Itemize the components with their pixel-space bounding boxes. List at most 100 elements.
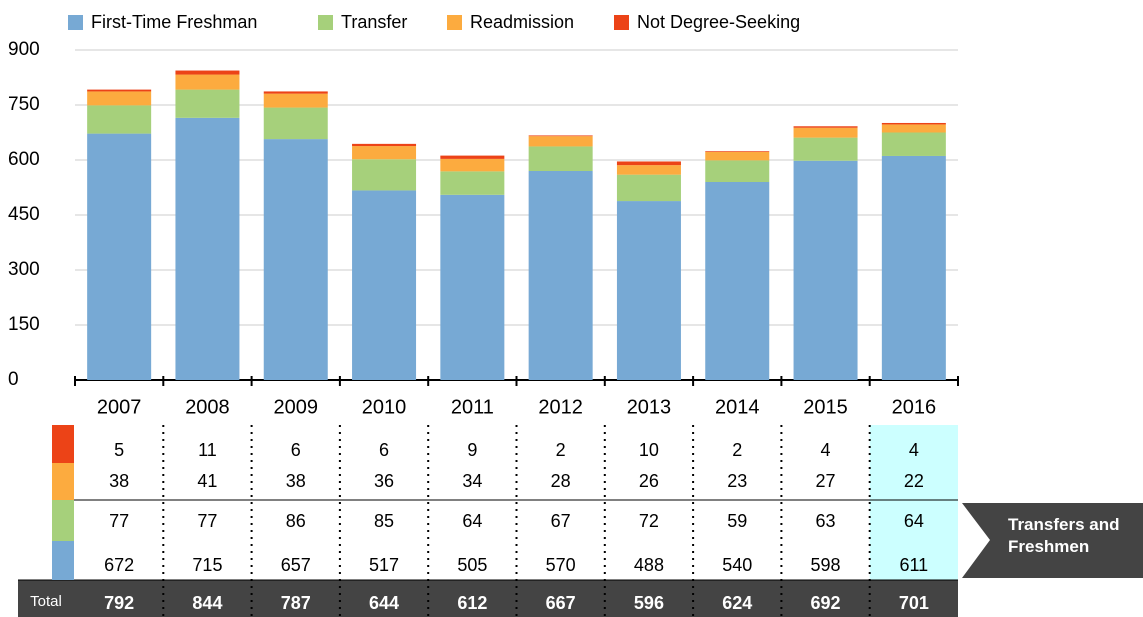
table-value: 26 xyxy=(639,471,659,491)
x-tick-label: 2010 xyxy=(362,396,407,418)
table-value: 77 xyxy=(197,511,217,531)
bar-segment xyxy=(263,107,328,140)
bar-segment xyxy=(881,124,946,133)
legend-swatch xyxy=(68,15,83,30)
bar-segment xyxy=(705,182,770,380)
table-swatch xyxy=(52,541,74,580)
total-value: 612 xyxy=(457,593,487,613)
table-value: 63 xyxy=(816,511,836,531)
y-tick-label: 600 xyxy=(8,149,40,170)
bar-segment xyxy=(528,171,593,380)
bar-segment xyxy=(175,117,240,380)
legend-swatch xyxy=(614,15,629,30)
bar-segment xyxy=(175,70,240,75)
bar-segment xyxy=(705,160,770,182)
bar-segment xyxy=(175,74,240,90)
y-tick-label: 750 xyxy=(8,94,40,115)
y-tick-label: 900 xyxy=(8,39,40,60)
highlight-column xyxy=(869,425,958,580)
bar-segment xyxy=(263,91,328,94)
table-value: 38 xyxy=(286,471,306,491)
bar-segment xyxy=(793,137,858,161)
table-value: 23 xyxy=(727,471,747,491)
table-value: 64 xyxy=(462,511,482,531)
table-value: 6 xyxy=(379,440,389,460)
bar-segment xyxy=(793,127,858,138)
table-value: 598 xyxy=(811,555,841,575)
total-value: 701 xyxy=(899,593,929,613)
table-value: 67 xyxy=(551,511,571,531)
table-value: 86 xyxy=(286,511,306,531)
total-value: 667 xyxy=(546,593,576,613)
x-tick-label: 2013 xyxy=(627,396,672,418)
legend-label: Readmission xyxy=(470,12,574,32)
table-value: 6 xyxy=(291,440,301,460)
legend-swatch xyxy=(318,15,333,30)
table-value: 72 xyxy=(639,511,659,531)
total-value: 644 xyxy=(369,593,399,613)
x-tick-label: 2014 xyxy=(715,396,760,418)
table-value: 517 xyxy=(369,555,399,575)
legend-label: Not Degree-Seeking xyxy=(637,12,800,32)
bar-segment xyxy=(87,105,152,134)
bar-segment xyxy=(705,151,770,161)
table-value: 570 xyxy=(546,555,576,575)
total-value: 844 xyxy=(192,593,222,613)
bar-segment xyxy=(881,132,946,156)
table-value: 9 xyxy=(467,440,477,460)
bar-segment xyxy=(528,136,593,147)
table-value: 38 xyxy=(109,471,129,491)
table-value: 11 xyxy=(198,440,217,460)
legend-label: First-Time Freshman xyxy=(91,12,257,32)
table-value: 34 xyxy=(462,471,482,491)
bar-segment xyxy=(440,171,505,195)
x-tick-label: 2011 xyxy=(451,396,494,418)
table-value: 28 xyxy=(551,471,571,491)
bar-segment xyxy=(175,89,240,118)
table-value: 657 xyxy=(281,555,311,575)
bar-segment xyxy=(440,158,505,172)
bar-segment xyxy=(440,194,505,380)
table-value: 488 xyxy=(634,555,664,575)
bar-segment xyxy=(793,126,858,128)
table-swatch xyxy=(52,425,74,463)
legend-label: Transfer xyxy=(341,12,407,32)
total-row xyxy=(18,580,958,617)
total-value: 624 xyxy=(722,593,752,613)
bar-segment xyxy=(528,135,593,137)
x-tick-label: 2009 xyxy=(274,396,319,418)
table-value: 27 xyxy=(816,471,836,491)
table-value: 22 xyxy=(904,471,924,491)
table-value: 4 xyxy=(821,440,831,460)
table-value: 611 xyxy=(899,555,928,575)
total-value: 787 xyxy=(281,593,311,613)
total-value: 596 xyxy=(634,593,664,613)
table-value: 505 xyxy=(457,555,487,575)
x-tick-label: 2015 xyxy=(803,396,848,418)
bar-segment xyxy=(263,93,328,108)
bar-segment xyxy=(87,89,152,92)
callout-arrow xyxy=(962,503,1143,578)
total-label: Total xyxy=(30,593,62,610)
x-tick-label: 2007 xyxy=(97,396,142,418)
table-value: 540 xyxy=(722,555,752,575)
bar-segment xyxy=(528,146,593,171)
bar-segment xyxy=(705,151,770,152)
y-tick-label: 300 xyxy=(8,259,40,280)
bar-segment xyxy=(440,155,505,159)
table-value: 2 xyxy=(556,440,566,460)
callout-text: Transfers and Freshmen xyxy=(1008,515,1120,556)
x-tick-label: 2016 xyxy=(892,396,937,418)
bar-segment xyxy=(87,91,152,106)
bar-segment xyxy=(352,159,417,191)
bar-segment xyxy=(616,174,681,202)
table-value: 10 xyxy=(639,440,659,460)
table-value: 59 xyxy=(727,511,747,531)
table-value: 672 xyxy=(104,555,134,575)
table-value: 36 xyxy=(374,471,394,491)
table-value: 4 xyxy=(909,440,919,460)
bar-segment xyxy=(263,139,328,380)
bar-segment xyxy=(352,146,417,160)
